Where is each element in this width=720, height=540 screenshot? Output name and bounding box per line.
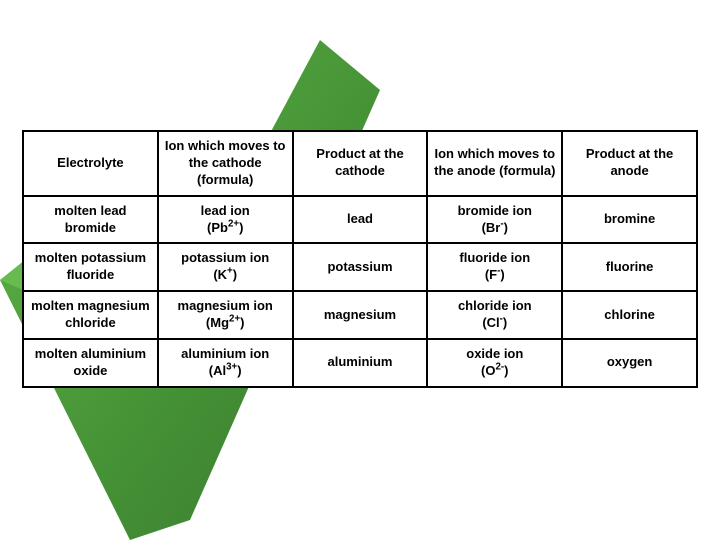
col-anode-product: Product at the anode xyxy=(562,131,697,196)
cell-cathode-product: magnesium xyxy=(293,291,428,339)
cell-electrolyte: molten magnesium chloride xyxy=(23,291,158,339)
cell-anode-product: chlorine xyxy=(562,291,697,339)
cell-cathode-ion: magnesium ion(Mg2+) xyxy=(158,291,293,339)
cell-electrolyte: molten lead bromide xyxy=(23,196,158,244)
cell-anode-ion: oxide ion(O2-) xyxy=(427,339,562,387)
table-row: molten aluminium oxidealuminium ion(Al3+… xyxy=(23,339,697,387)
cell-electrolyte: molten potassium fluoride xyxy=(23,243,158,291)
cell-anode-ion: bromide ion(Br-) xyxy=(427,196,562,244)
col-cathode-ion: Ion which moves to the cathode (formula) xyxy=(158,131,293,196)
table-row: molten lead bromidelead ion(Pb2+)leadbro… xyxy=(23,196,697,244)
cell-anode-product: fluorine xyxy=(562,243,697,291)
cell-anode-product: bromine xyxy=(562,196,697,244)
cell-cathode-ion: lead ion(Pb2+) xyxy=(158,196,293,244)
table-body: molten lead bromidelead ion(Pb2+)leadbro… xyxy=(23,196,697,387)
cell-cathode-product: lead xyxy=(293,196,428,244)
col-cathode-product: Product at the cathode xyxy=(293,131,428,196)
electrolysis-table: Electrolyte Ion which moves to the catho… xyxy=(22,130,698,388)
cell-cathode-ion: aluminium ion(Al3+) xyxy=(158,339,293,387)
col-electrolyte: Electrolyte xyxy=(23,131,158,196)
cell-anode-ion: fluoride ion(F-) xyxy=(427,243,562,291)
cell-anode-ion: chloride ion(Cl-) xyxy=(427,291,562,339)
cell-cathode-product: potassium xyxy=(293,243,428,291)
table-header-row: Electrolyte Ion which moves to the catho… xyxy=(23,131,697,196)
electrolysis-table-container: Electrolyte Ion which moves to the catho… xyxy=(22,130,698,388)
cell-cathode-ion: potassium ion(K+) xyxy=(158,243,293,291)
cell-cathode-product: aluminium xyxy=(293,339,428,387)
cell-anode-product: oxygen xyxy=(562,339,697,387)
table-row: molten potassium fluoridepotassium ion(K… xyxy=(23,243,697,291)
table-row: molten magnesium chloridemagnesium ion(M… xyxy=(23,291,697,339)
cell-electrolyte: molten aluminium oxide xyxy=(23,339,158,387)
col-anode-ion: Ion which moves to the anode (formula) xyxy=(427,131,562,196)
